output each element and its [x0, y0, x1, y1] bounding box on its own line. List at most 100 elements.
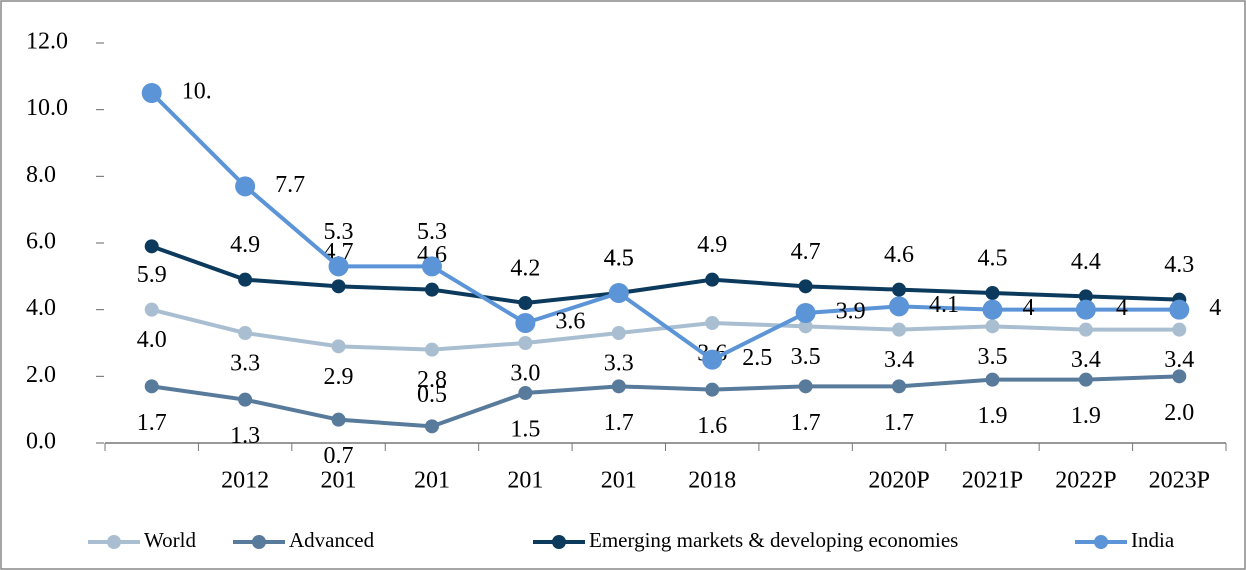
- data-label: 2.8: [417, 367, 447, 393]
- point: [608, 283, 629, 303]
- data-label: 1.9: [1071, 403, 1101, 429]
- data-label: 3.4: [1071, 347, 1101, 373]
- data-label: 3.9: [836, 299, 866, 325]
- data-label: 4.4: [1071, 249, 1101, 275]
- data-label: 1.7: [137, 410, 167, 436]
- point: [331, 339, 346, 354]
- series-line: [151, 244, 1180, 306]
- point: [141, 83, 162, 103]
- data-label: 3.5: [791, 344, 821, 370]
- point: [518, 296, 533, 310]
- x-tick-label: 2018: [688, 468, 736, 494]
- data-label: 4.5: [977, 246, 1007, 272]
- x-tick-label: 201: [601, 468, 637, 494]
- legend-marker: [252, 535, 266, 549]
- point: [518, 336, 533, 350]
- data-label: 0.5: [417, 382, 447, 408]
- point: [238, 392, 253, 407]
- data-label: 3.3: [604, 351, 634, 377]
- point: [892, 282, 907, 297]
- point: [331, 279, 346, 294]
- point: [985, 372, 1000, 387]
- point: [421, 256, 442, 277]
- point: [238, 272, 253, 287]
- point: [515, 313, 536, 333]
- data-label: 3.0: [510, 361, 540, 387]
- point: [1078, 322, 1093, 337]
- y-tick-label: 12.0: [26, 29, 68, 55]
- point: [144, 302, 159, 317]
- data-label: 3.6: [555, 309, 585, 335]
- data-label: 4.3: [1164, 252, 1194, 278]
- point: [1169, 299, 1190, 320]
- point: [702, 349, 723, 370]
- data-label: 3.4: [1164, 347, 1194, 373]
- legend-marker: [1094, 535, 1108, 549]
- point: [1172, 369, 1187, 384]
- legend-marker: [107, 535, 121, 549]
- data-label: 1.3: [230, 423, 260, 449]
- point: [424, 342, 439, 357]
- data-label: 1.9: [977, 403, 1007, 429]
- data-label: 4: [1116, 295, 1128, 321]
- y-tick-label: 2.0: [26, 362, 56, 388]
- data-label: 1.7: [604, 410, 634, 436]
- data-label: 2.5: [742, 345, 772, 371]
- point: [1078, 289, 1093, 304]
- point: [611, 326, 626, 340]
- data-label: 4.9: [230, 232, 260, 258]
- x-tick-label: 2020P: [868, 468, 929, 494]
- point: [1075, 299, 1096, 320]
- data-label: 0.7: [324, 443, 354, 469]
- data-label: 1.7: [884, 410, 914, 436]
- point: [331, 412, 346, 427]
- point: [982, 299, 1003, 320]
- x-tick-label: 201: [507, 468, 543, 494]
- data-label: 3.5: [977, 344, 1007, 370]
- data-label: 4.6: [884, 242, 914, 268]
- point: [889, 296, 910, 317]
- legend-marker: [552, 535, 566, 549]
- data-label: 2.0: [1164, 400, 1194, 426]
- point: [144, 379, 159, 394]
- point: [985, 286, 1000, 300]
- point: [424, 282, 439, 297]
- point: [611, 379, 626, 394]
- legend-label: Emerging markets & developing economies: [589, 528, 958, 552]
- data-label: 4.9: [697, 232, 727, 258]
- y-tick-label: 10.0: [26, 95, 68, 121]
- data-label: 2.9: [324, 364, 354, 390]
- legend-label: World: [144, 528, 196, 552]
- data-label: 4.5: [604, 246, 634, 272]
- x-tick-label: 2023P: [1149, 468, 1210, 494]
- point: [1078, 372, 1093, 387]
- point: [985, 319, 1000, 334]
- data-label: 4.5: [604, 246, 634, 272]
- data-label: 10.: [182, 79, 212, 105]
- point: [705, 316, 720, 330]
- x-tick-label: 2012: [221, 468, 269, 494]
- point: [144, 239, 159, 254]
- series-line: [150, 91, 1180, 362]
- point: [705, 272, 720, 287]
- point: [518, 386, 533, 400]
- x-tick-label: 201: [321, 468, 357, 494]
- data-label: 5.9: [137, 262, 167, 288]
- legend-label: India: [1131, 528, 1175, 552]
- point: [892, 322, 907, 337]
- data-label: 5.3: [324, 219, 354, 245]
- point: [892, 379, 907, 394]
- data-label: 4.7: [791, 239, 821, 265]
- data-label: 5.3: [417, 219, 447, 245]
- y-tick-label: 0.0: [26, 429, 56, 455]
- data-label: 7.7: [275, 172, 305, 198]
- point: [795, 303, 816, 323]
- point: [798, 379, 813, 394]
- x-tick-label: 2021P: [962, 468, 1023, 494]
- point: [328, 256, 349, 277]
- point: [235, 176, 256, 197]
- x-tick-label: 2022P: [1055, 468, 1116, 494]
- y-tick-label: 8.0: [26, 162, 56, 188]
- data-label: 1.7: [791, 410, 821, 436]
